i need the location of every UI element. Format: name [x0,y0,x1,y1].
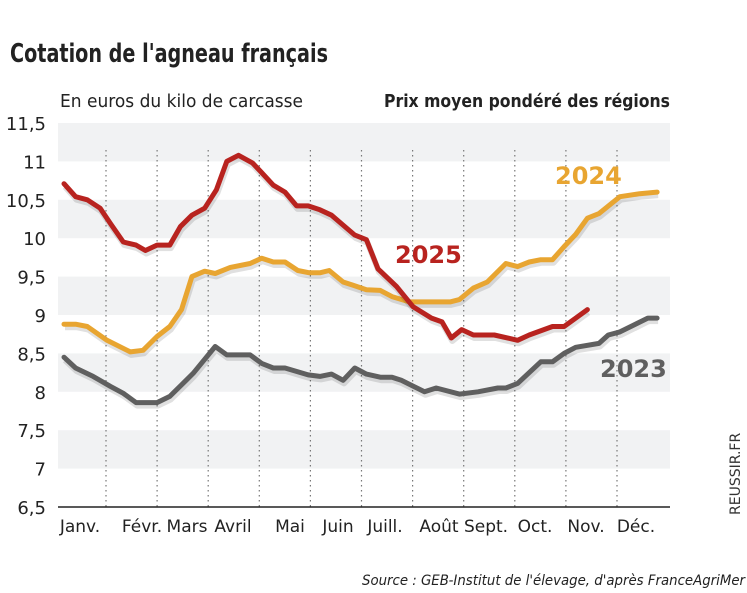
x-tick-label: Mai [275,517,305,537]
y-tick-label: 9 [35,306,46,327]
series-line-2024 [61,189,660,355]
x-tick-label: Janv. [59,517,100,537]
y-tick-label: 7,5 [17,421,46,442]
y-tick-label: 8 [35,383,46,404]
credit: REUSSIR.FR [728,433,744,515]
series-label-2023: 2023 [600,355,667,383]
series-shadow-2024 [65,192,659,358]
band [58,199,670,239]
background-bands [58,123,670,469]
y-tick-label: 9,5 [17,268,46,289]
x-tick-label: Avril [214,517,251,537]
y-tick-label: 11,5 [6,114,46,135]
series-label-2024: 2024 [555,162,622,190]
band [58,123,670,162]
x-tick-label: Sept. [464,517,508,537]
x-tick-label: Mars [167,517,208,537]
y-axis: 11,5 11 10,5 10 9,5 9 8,5 8 7,5 7 6,5 [6,114,46,519]
y-tick-label: 10,5 [6,191,46,212]
y-tick-label: 8,5 [17,344,46,365]
y-tick-label: 11 [23,152,46,173]
x-tick-label: Août [419,517,459,537]
chart-subtitle-method: Prix moyen pondéré des régions [384,91,670,112]
series-lines [61,152,660,409]
y-tick-label: 10 [23,229,46,250]
series-line-2025 [61,152,590,343]
band [58,430,670,469]
x-tick-label: Févr. [122,517,162,537]
x-tick-label: Déc. [617,517,655,537]
x-tick-label: Oct. [518,517,553,537]
source-note: Source : GEB-Institut de l'élevage, d'ap… [362,573,746,589]
x-tick-label: Juin [321,517,353,537]
series-label-2025: 2025 [395,241,462,269]
chart-subtitle-unit: En euros du kilo de carcasse [60,91,303,112]
x-tick-label: Juill. [366,517,402,537]
band [58,276,670,315]
y-tick-label: 7 [35,460,46,481]
series-line-2023 [61,315,660,406]
chart-title: Cotation de l'agneau français [10,39,328,69]
y-tick-label: 6,5 [17,498,46,519]
x-tick-label: Nov. [567,517,604,537]
x-axis: Janv. Févr. Mars Avril Mai Juin Juill. Août Sept… [59,517,655,537]
